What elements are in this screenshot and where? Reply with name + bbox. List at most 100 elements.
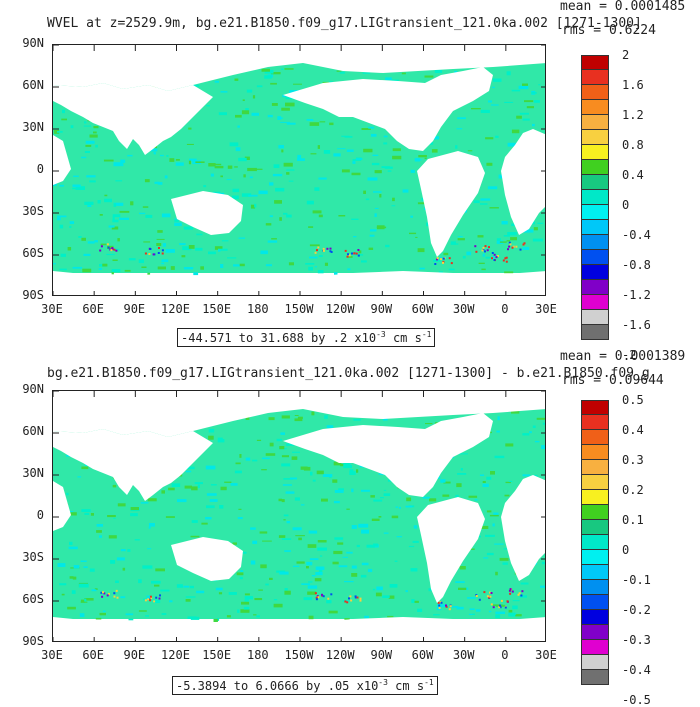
anomaly-speck [322, 247, 325, 250]
ocean-noise-cell [480, 198, 491, 201]
ocean-noise-cell [466, 251, 472, 256]
ocean-noise-cell [99, 214, 103, 216]
ocean-noise-cell [245, 457, 251, 461]
lat-label: 60S [22, 246, 44, 260]
ocean-noise-cell [80, 599, 86, 603]
ocean-noise-cell [479, 525, 489, 529]
ocean-noise-cell [348, 256, 353, 258]
ocean-noise-cell [457, 238, 465, 241]
ocean-noise-cell [317, 270, 324, 274]
ocean-noise-cell [94, 240, 98, 243]
anomaly-speck [316, 249, 318, 252]
ocean-noise-cell [208, 428, 215, 433]
ocean-noise-cell [524, 100, 534, 103]
anomaly-speck [152, 253, 155, 256]
ocean-noise-cell [265, 453, 276, 456]
ocean-noise-cell [455, 145, 458, 149]
ocean-noise-cell [260, 250, 268, 255]
colorbar [581, 400, 609, 685]
ocean-noise-cell [383, 489, 387, 491]
ocean-noise-cell [265, 264, 272, 267]
anomaly-speck [348, 254, 351, 257]
ocean-noise-cell [322, 474, 333, 477]
ocean-noise-cell [494, 543, 504, 545]
ocean-noise-cell [507, 232, 517, 236]
ocean-noise-cell [281, 463, 291, 467]
ocean-noise-cell [349, 471, 356, 475]
ocean-noise-cell [271, 103, 278, 106]
lat-label: 0 [36, 162, 44, 176]
ocean-noise-cell [508, 480, 513, 482]
land-mask [417, 151, 485, 257]
ocean-noise-cell [334, 272, 338, 275]
ocean-noise-cell [120, 159, 126, 163]
range-unit: cm s [387, 679, 425, 693]
anomaly-speck [511, 246, 514, 249]
ocean-noise-cell [66, 455, 72, 457]
ocean-noise-cell [417, 248, 425, 253]
lat-label: 30S [22, 550, 44, 564]
range-unit-exp: -1 [421, 330, 432, 339]
ocean-noise-cell [341, 169, 350, 173]
ocean-noise-cell [229, 142, 239, 147]
ocean-noise-cell [495, 571, 498, 576]
ocean-noise-cell [175, 159, 180, 161]
ocean-noise-cell [433, 259, 442, 262]
anomaly-speck [107, 592, 110, 595]
anomaly-speck [322, 595, 325, 598]
anomaly-speck [504, 606, 507, 609]
anomaly-speck [116, 596, 119, 599]
colorbar-label: 0.1 [622, 513, 644, 527]
ocean-field [53, 45, 545, 295]
ocean-noise-cell [361, 489, 370, 492]
ocean-noise-cell [516, 115, 522, 119]
ocean-noise-cell [497, 416, 500, 421]
lat-label: 90N [22, 36, 44, 50]
ocean-noise-cell [482, 483, 489, 487]
ocean-noise-cell [259, 531, 268, 534]
anomaly-speck [322, 249, 325, 252]
anomaly-speck [161, 252, 164, 255]
ocean-noise-cell [314, 578, 322, 582]
ocean-noise-cell [67, 606, 76, 610]
ocean-noise-cell [161, 490, 165, 494]
lon-label: 0 [501, 648, 509, 662]
ocean-noise-cell [307, 591, 316, 595]
ocean-noise-cell [68, 546, 78, 550]
ocean-noise-cell [151, 580, 161, 584]
ocean-noise-cell [522, 83, 528, 86]
ocean-noise-cell [165, 249, 175, 253]
ocean-noise-cell [112, 216, 115, 221]
ocean-noise-cell [288, 180, 294, 182]
ocean-noise-cell [71, 590, 76, 594]
ocean-noise-cell [241, 110, 250, 115]
ocean-noise-cell [344, 136, 353, 138]
ocean-noise-cell [294, 497, 300, 501]
lon-label: 90E [123, 648, 146, 662]
lon-label: 90W [370, 648, 393, 662]
ocean-noise-cell [291, 456, 298, 460]
ocean-noise-cell [408, 545, 415, 548]
anomaly-speck [354, 596, 357, 599]
ocean-noise-cell [309, 244, 320, 247]
ocean-noise-cell [297, 158, 305, 161]
ocean-noise-cell [294, 415, 299, 416]
anomaly-speck [497, 255, 499, 257]
anomaly-speck [440, 258, 442, 261]
ocean-noise-cell [187, 616, 197, 619]
anomaly-speck [512, 245, 515, 248]
ocean-noise-cell [195, 247, 203, 251]
ocean-noise-cell [174, 222, 182, 226]
ocean-noise-cell [59, 268, 67, 271]
ocean-noise-cell [248, 194, 258, 197]
ocean-noise-cell [288, 262, 294, 266]
ocean-noise-cell [378, 473, 388, 475]
ocean-noise-cell [342, 556, 348, 558]
anomaly-speck [344, 600, 347, 603]
ocean-noise-cell [309, 256, 318, 259]
ocean-noise-cell [269, 577, 273, 580]
ocean-noise-cell [283, 514, 289, 517]
ocean-noise-cell [99, 612, 106, 616]
lon-label: 30W [452, 648, 475, 662]
ocean-noise-cell [455, 494, 459, 499]
